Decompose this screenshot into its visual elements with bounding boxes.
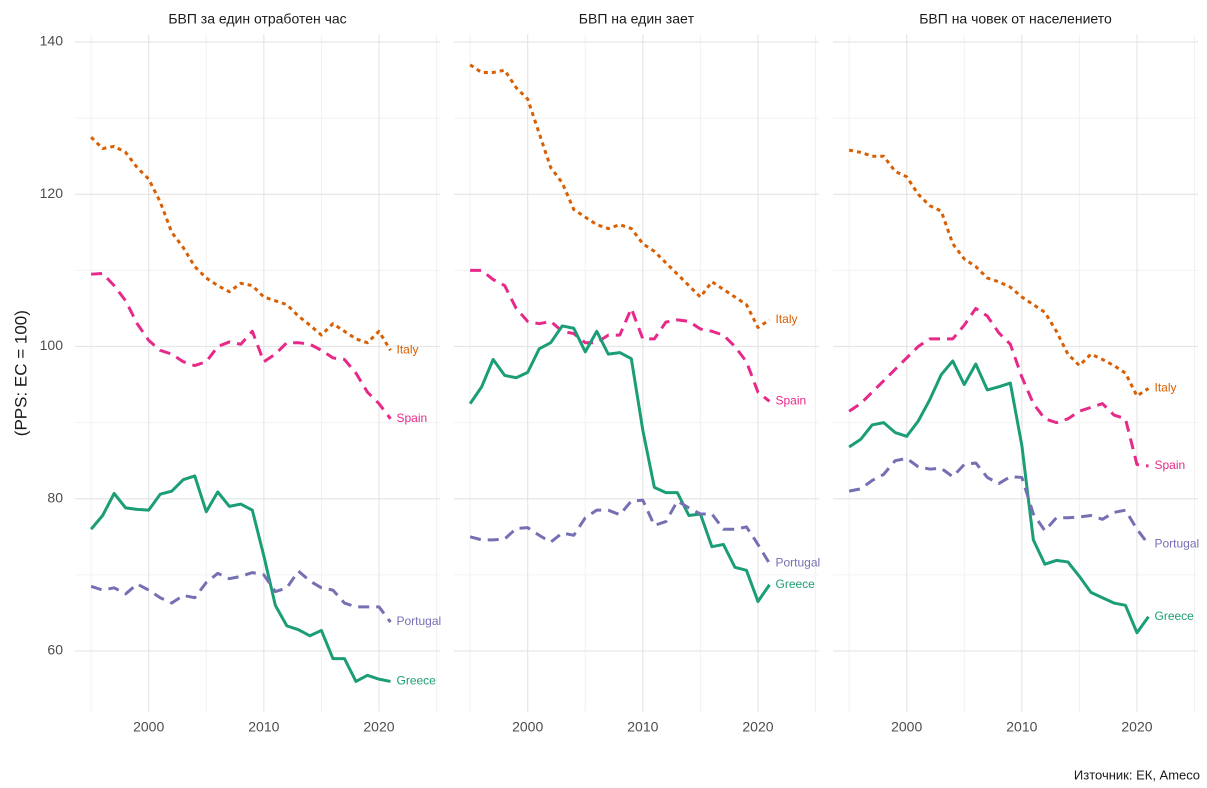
series-label: Spain bbox=[775, 393, 806, 407]
y-axis-label: (PPS: EC = 100) bbox=[11, 310, 30, 436]
series-label: Spain bbox=[396, 411, 427, 425]
x-tick-label: 2010 bbox=[1006, 719, 1037, 735]
series-label: Italy bbox=[396, 342, 418, 356]
series-line bbox=[848, 306, 1149, 468]
series-line bbox=[90, 136, 392, 352]
series-label: Spain bbox=[1154, 458, 1185, 472]
series-line bbox=[470, 268, 771, 403]
series-line bbox=[469, 498, 771, 565]
series-label: Portugal bbox=[1154, 537, 1199, 551]
panel-title: БВП на един заeт bbox=[579, 11, 695, 27]
series-line bbox=[91, 271, 392, 420]
series-line bbox=[848, 456, 1150, 546]
series-line bbox=[848, 359, 1150, 635]
series-line bbox=[90, 569, 392, 623]
panel-title: БВП на човек от населението bbox=[919, 11, 1112, 27]
series-label: Portugal bbox=[775, 556, 820, 570]
y-tick-label: 120 bbox=[40, 185, 64, 201]
x-tick-label: 2000 bbox=[133, 719, 164, 735]
y-tick-label: 100 bbox=[40, 337, 64, 353]
series-label: Greece bbox=[775, 577, 815, 591]
series-line bbox=[469, 63, 771, 329]
x-tick-label: 2020 bbox=[363, 719, 394, 735]
y-tick-label: 60 bbox=[47, 642, 63, 658]
x-tick-label: 2020 bbox=[1121, 719, 1152, 735]
x-tick-label: 2010 bbox=[627, 719, 658, 735]
x-tick-label: 2000 bbox=[512, 719, 543, 735]
x-tick-label: 2020 bbox=[742, 719, 773, 735]
panel: 2000 2010 2020 БВП на един заeт Italy Spain Gr… bbox=[454, 11, 820, 735]
panel-title: БВП за един отработен час bbox=[168, 11, 346, 27]
y-tick-label: 80 bbox=[47, 489, 63, 505]
series-label: Greece bbox=[1154, 609, 1194, 623]
x-tick-label: 2000 bbox=[891, 719, 922, 735]
series-label: Italy bbox=[775, 312, 797, 326]
series-line bbox=[468, 324, 771, 604]
series-label: Italy bbox=[1154, 381, 1176, 395]
series-label: Greece bbox=[396, 674, 436, 688]
series-line bbox=[848, 148, 1150, 398]
x-tick-label: 2010 bbox=[248, 719, 279, 735]
caption: Източник: ЕК, Ameco bbox=[1074, 767, 1200, 782]
series-line bbox=[89, 474, 391, 683]
series-label: Portugal bbox=[396, 614, 441, 628]
panel: 2000 2010 2020 БВП на човек от населението I… bbox=[833, 11, 1199, 735]
panel: 2000 2010 2020 60 80 100 120 140 (PPS: EC = 100)… bbox=[11, 11, 441, 735]
y-tick-label: 140 bbox=[40, 33, 64, 49]
